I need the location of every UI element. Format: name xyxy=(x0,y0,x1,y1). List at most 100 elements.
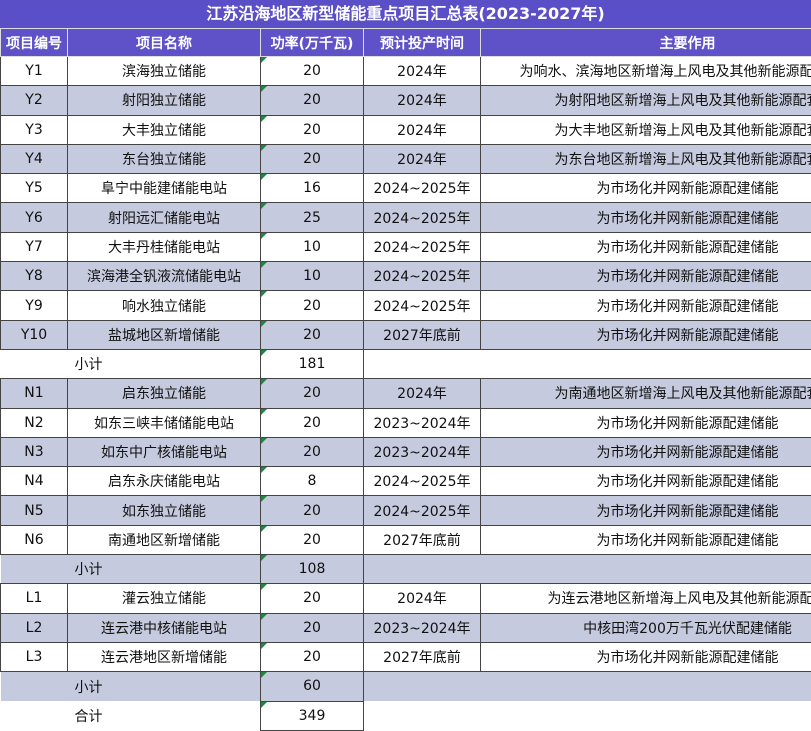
power: 20 xyxy=(260,290,364,321)
project-id: L2 xyxy=(0,612,68,643)
project-id: N5 xyxy=(0,495,68,526)
power: 16 xyxy=(260,173,364,204)
main-role: 为市场化并网新能源配建储能 xyxy=(480,524,811,556)
table-title: 江苏沿海地区新型储能重点项目汇总表(2023-2027年) xyxy=(0,0,811,28)
power: 20 xyxy=(260,641,364,673)
power: 10 xyxy=(260,231,364,263)
main-role: 为市场化并网新能源配建储能 xyxy=(480,290,811,321)
power: 20 xyxy=(260,55,364,87)
subtotal-label: 合计 xyxy=(74,708,103,725)
commission-time: 2024~2025年 xyxy=(363,173,481,204)
project-id: N3 xyxy=(0,436,68,468)
commission-time: 2024~2025年 xyxy=(363,290,481,321)
power: 20 xyxy=(260,495,364,526)
table-row: N2 如东三峡丰储储能电站 20 2023~2024年 为市场化并网新能源配建储能 xyxy=(0,407,811,438)
commission-time: 2027年底前 xyxy=(363,641,481,673)
table-row: N6 南通地区新增储能 20 2027年底前 为市场化并网新能源配建储能 xyxy=(0,524,811,556)
project-name: 启东永庆储能电站 xyxy=(67,466,261,497)
project-id: Y5 xyxy=(0,173,68,204)
table-row: Y9 响水独立储能 20 2024~2025年 为市场化并网新能源配建储能 xyxy=(0,290,811,321)
subtotal-value: 349 xyxy=(260,700,364,731)
main-role: 中核田湾200万千瓦光伏配建储能 xyxy=(480,612,811,643)
table-row: 小计 181 xyxy=(1,348,811,380)
power: 20 xyxy=(260,319,364,350)
project-name: 阜宁中能建储能电站 xyxy=(67,173,261,204)
main-role: 为连云港地区新增海上风电及其他新能源配套 xyxy=(480,583,811,614)
main-role: 为市场化并网新能源配建储能 xyxy=(480,319,811,350)
main-role: 为大丰地区新增海上风电及其他新能源配套 xyxy=(480,114,811,145)
project-id: N1 xyxy=(0,378,68,409)
project-id: Y1 xyxy=(0,55,68,87)
table-row: Y7 大丰丹桂储能电站 10 2024~2025年 为市场化并网新能源配建储能 xyxy=(0,231,811,263)
main-role: 为射阳地区新增海上风电及其他新能源配套 xyxy=(480,85,811,116)
subtotal-value: 60 xyxy=(260,671,364,702)
project-id: Y10 xyxy=(0,319,68,350)
project-name: 启东独立储能 xyxy=(67,378,261,409)
power: 10 xyxy=(260,261,364,292)
project-name: 如东三峡丰储储能电站 xyxy=(67,407,261,438)
commission-time: 2024年 xyxy=(363,378,481,409)
table-row: N1 启东独立储能 20 2024年 为南通地区新增海上风电及其他新能源配套 xyxy=(0,378,811,409)
header-cell: 预计投产时间 xyxy=(363,28,481,57)
main-role: 为东台地区新增海上风电及其他新能源配套 xyxy=(480,143,811,175)
power: 20 xyxy=(260,524,364,556)
project-id: Y9 xyxy=(0,290,68,321)
empty-cell xyxy=(363,701,811,731)
project-name: 连云港中核储能电站 xyxy=(67,612,261,643)
commission-time: 2024~2025年 xyxy=(363,466,481,497)
main-role: 为市场化并网新能源配建储能 xyxy=(480,202,811,233)
subtotal-label: 小计 xyxy=(74,357,103,374)
table-row: N4 启东永庆储能电站 8 2024~2025年 为市场化并网新能源配建储能 xyxy=(0,466,811,497)
project-name: 大丰独立储能 xyxy=(67,114,261,145)
main-role: 为市场化并网新能源配建储能 xyxy=(480,495,811,526)
empty-cell xyxy=(363,349,811,379)
project-id: L3 xyxy=(0,641,68,673)
header-cell: 功率(万千瓦) xyxy=(260,28,364,57)
commission-time: 2023~2024年 xyxy=(363,612,481,643)
subtotal-label: 小计 xyxy=(0,671,261,702)
commission-time: 2024~2025年 xyxy=(363,261,481,292)
commission-time: 2024年 xyxy=(363,583,481,614)
power: 8 xyxy=(260,466,364,497)
subtotal-value: 108 xyxy=(260,554,364,585)
subtotal-label: 小计 xyxy=(0,554,261,584)
power: 20 xyxy=(260,436,364,468)
table-row: N3 如东中广核储能电站 20 2023~2024年 为市场化并网新能源配建储能 xyxy=(0,436,811,468)
main-role: 为市场化并网新能源配建储能 xyxy=(480,173,811,204)
main-role: 为响水、滨海地区新增海上风电及其他新能源配建储能 xyxy=(480,55,811,87)
table-row: Y6 射阳远汇储能电站 25 2024~2025年 为市场化并网新能源配建储能 xyxy=(0,202,811,233)
table-row: L1 灌云独立储能 20 2024年 为连云港地区新增海上风电及其他新能源配套 xyxy=(0,583,811,614)
commission-time: 2024年 xyxy=(363,55,481,87)
table-row: Y5 阜宁中能建储能电站 16 2024~2025年 为市场化并网新能源配建储能 xyxy=(0,173,811,204)
project-name: 南通地区新增储能 xyxy=(67,524,261,556)
table-row: 小计 108 xyxy=(0,554,811,585)
main-role: 为市场化并网新能源配建储能 xyxy=(480,407,811,438)
project-id: N4 xyxy=(0,466,68,497)
project-name: 灌云独立储能 xyxy=(67,583,261,614)
main-role: 为市场化并网新能源配建储能 xyxy=(480,436,811,468)
project-name: 东台独立储能 xyxy=(67,143,261,175)
project-id: N2 xyxy=(0,407,68,438)
project-name: 大丰丹桂储能电站 xyxy=(67,231,261,263)
project-name: 滨海独立储能 xyxy=(67,55,261,87)
power: 20 xyxy=(260,378,364,409)
commission-time: 2023~2024年 xyxy=(363,407,481,438)
main-role: 为市场化并网新能源配建储能 xyxy=(480,641,811,673)
table-row: L2 连云港中核储能电站 20 2023~2024年 中核田湾200万千瓦光伏配建储能 xyxy=(0,612,811,643)
commission-time: 2027年底前 xyxy=(363,524,481,556)
commission-time: 2024~2025年 xyxy=(363,231,481,263)
project-id: Y6 xyxy=(0,202,68,233)
header-cell: 主要作用 xyxy=(480,28,811,57)
table: 项目编号 项目名称 功率(万千瓦) 预计投产时间 主要作用 Y1 滨海独立储能 20 2024… xyxy=(0,28,811,731)
project-id: Y8 xyxy=(0,261,68,292)
project-id: Y2 xyxy=(0,85,68,116)
main-role: 为市场化并网新能源配建储能 xyxy=(480,466,811,497)
power: 20 xyxy=(260,143,364,175)
header-row: 项目编号 项目名称 功率(万千瓦) 预计投产时间 主要作用 xyxy=(0,28,811,57)
subtotal-value: 181 xyxy=(260,348,364,380)
table-row: Y8 滨海港全钒液流储能电站 10 2024~2025年 为市场化并网新能源配建储能 xyxy=(0,261,811,292)
table-row: Y10 盐城地区新增储能 20 2027年底前 为市场化并网新能源配建储能 xyxy=(0,319,811,350)
main-role: 为市场化并网新能源配建储能 xyxy=(480,231,811,263)
table-row: L3 连云港地区新增储能 20 2027年底前 为市场化并网新能源配建储能 xyxy=(0,641,811,673)
